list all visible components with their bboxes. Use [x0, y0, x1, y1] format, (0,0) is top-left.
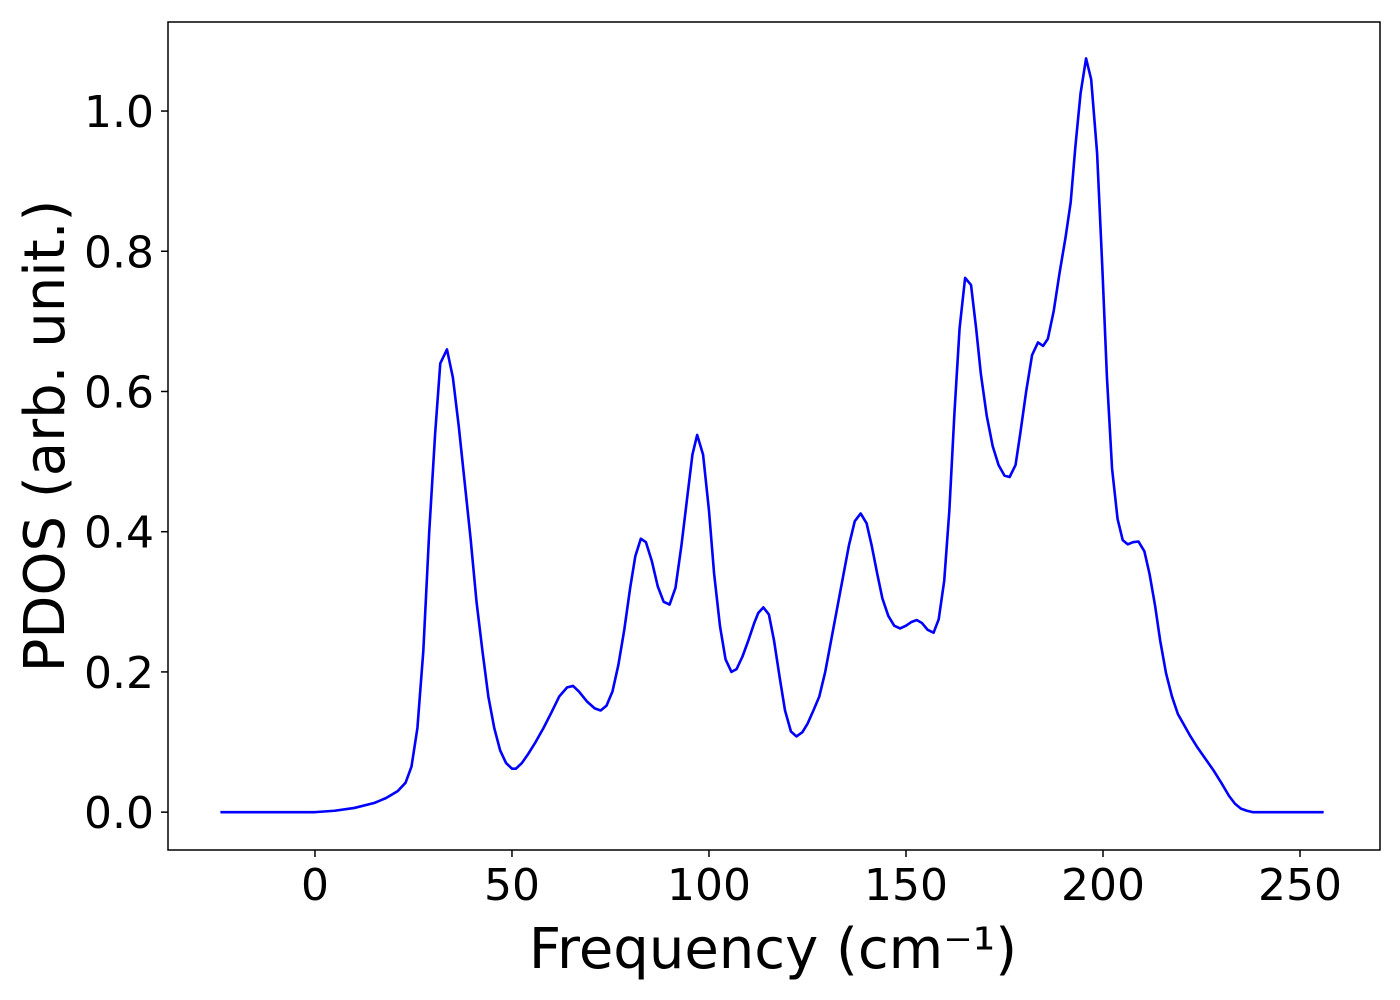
plot-frame — [167, 21, 1381, 851]
y-axis-label: PDOS (arb. unit.) — [13, 200, 78, 673]
y-tick-label: 1.0 — [84, 87, 154, 138]
x-axis-label: Frequency (cm⁻¹) — [529, 917, 1017, 982]
x-tick-label: 50 — [484, 860, 540, 911]
x-tick-label: 150 — [864, 860, 948, 911]
y-tick-label: 0.6 — [84, 367, 154, 418]
y-tick-label: 0.4 — [84, 508, 154, 559]
y-tick-label: 0.2 — [84, 648, 154, 699]
x-tick-label: 200 — [1061, 860, 1145, 911]
x-tick-label: 250 — [1258, 860, 1342, 911]
x-tick-label: 100 — [667, 860, 751, 911]
pdos-line — [220, 57, 1324, 814]
y-tick-label: 0.8 — [84, 227, 154, 278]
y-tick-label: 0.0 — [84, 788, 154, 839]
x-tick-label: 0 — [301, 860, 329, 911]
